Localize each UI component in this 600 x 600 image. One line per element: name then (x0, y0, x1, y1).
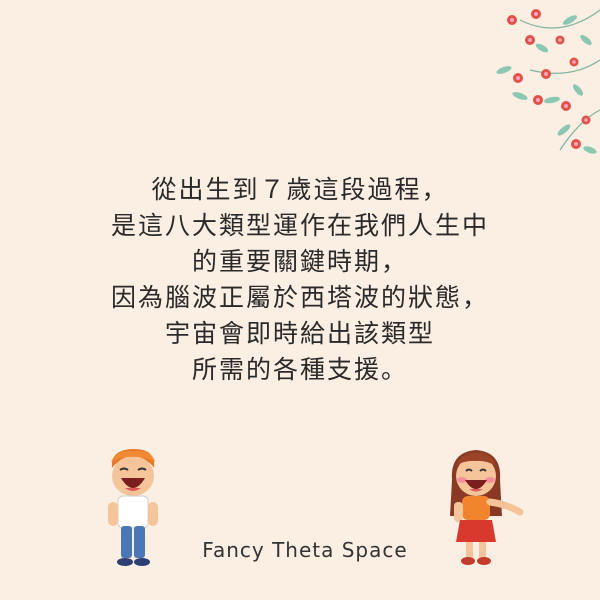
floral-branch-icon (496, 9, 600, 154)
quote-line-4: 因為腦波正屬於西塔波的狀態， (110, 283, 489, 312)
quote-line-2: 是這八大類型運作在我們人生中 (110, 211, 489, 240)
brand-name: Fancy Theta Space (202, 538, 408, 562)
quote-line-3: 的重要關鍵時期， (191, 247, 408, 276)
quote-text: 從出生到７歲這段過程， 是這八大類型運作在我們人生中 的重要關鍵時期， 因為腦波… (40, 172, 560, 388)
quote-line-5: 宇宙會即時給出該類型 (164, 319, 435, 348)
quote-line-6: 所需的各種支援。 (191, 355, 408, 384)
laughing-girl-icon (450, 450, 524, 565)
laughing-boy-icon (108, 448, 158, 566)
quote-line-1: 從出生到７歲這段過程， (151, 175, 449, 204)
